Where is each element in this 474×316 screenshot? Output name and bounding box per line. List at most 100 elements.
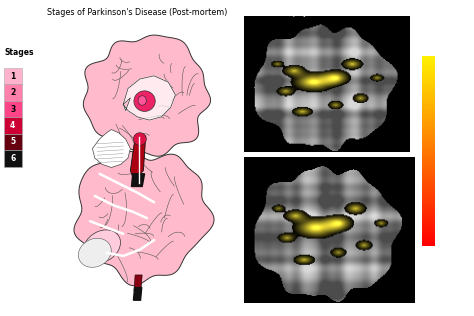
Polygon shape [123, 76, 175, 120]
Bar [4, 101, 22, 117]
Ellipse shape [133, 133, 146, 145]
Bar [422, 227, 435, 230]
Bar [422, 170, 435, 173]
Bar [422, 205, 435, 209]
Bar [422, 208, 435, 211]
Bar [422, 108, 435, 112]
Polygon shape [83, 35, 210, 156]
Bar [4, 150, 22, 167]
Bar [422, 198, 435, 202]
Bar [422, 179, 435, 183]
Bar [422, 89, 435, 92]
Bar [422, 196, 435, 199]
Bar [422, 217, 435, 221]
Bar [422, 203, 435, 206]
Bar [422, 111, 435, 114]
Bar [422, 85, 435, 88]
Bar [422, 151, 435, 154]
Bar [422, 158, 435, 161]
Bar [4, 134, 22, 150]
Bar [422, 82, 435, 85]
Bar [422, 99, 435, 102]
Bar [422, 104, 435, 107]
Text: Stages: Stages [5, 48, 34, 57]
Ellipse shape [134, 91, 155, 112]
Bar [422, 146, 435, 149]
Bar [422, 87, 435, 90]
Polygon shape [134, 275, 142, 291]
Bar [422, 80, 435, 83]
Bar [422, 116, 435, 118]
Polygon shape [130, 136, 146, 180]
Bar [422, 92, 435, 95]
Bar [422, 234, 435, 237]
Polygon shape [134, 288, 142, 300]
Bar [422, 163, 435, 166]
Bar [422, 224, 435, 228]
Bar [422, 68, 435, 71]
Polygon shape [74, 152, 214, 286]
Bar [422, 239, 435, 242]
Bar [422, 236, 435, 240]
Bar [422, 78, 435, 81]
Bar [422, 222, 435, 225]
Ellipse shape [138, 96, 146, 105]
Bar [422, 101, 435, 104]
Bar [422, 201, 435, 204]
Text: Atrophy Network (in vivo): Atrophy Network (in vivo) [275, 8, 379, 17]
Bar [422, 66, 435, 69]
Bar [422, 70, 435, 74]
Bar [422, 139, 435, 142]
Text: 4: 4 [10, 121, 16, 130]
Bar [422, 64, 435, 66]
Bar [422, 118, 435, 121]
Bar [422, 173, 435, 175]
Bar [422, 73, 435, 76]
Bar [422, 194, 435, 197]
Bar [422, 177, 435, 180]
Bar [422, 120, 435, 123]
Bar [422, 135, 435, 137]
Bar [422, 186, 435, 190]
Bar [422, 142, 435, 145]
Bar [422, 154, 435, 156]
Bar [422, 106, 435, 109]
Bar [422, 75, 435, 78]
Bar [422, 58, 435, 62]
Bar [422, 213, 435, 216]
Bar [422, 156, 435, 159]
Bar [422, 232, 435, 234]
Bar [422, 175, 435, 178]
Text: 5: 5 [438, 57, 444, 66]
Polygon shape [92, 130, 130, 167]
Bar [422, 210, 435, 213]
Bar [422, 241, 435, 244]
Bar [422, 184, 435, 187]
Bar [422, 229, 435, 232]
Bar [4, 84, 22, 101]
Bar [422, 191, 435, 194]
Text: 5: 5 [10, 137, 15, 146]
Bar [422, 56, 435, 59]
Bar [422, 149, 435, 152]
Bar [422, 189, 435, 192]
Bar [422, 113, 435, 116]
Bar [422, 132, 435, 135]
Bar [422, 215, 435, 218]
Bar [422, 123, 435, 126]
Bar [422, 137, 435, 140]
Text: 1: 1 [10, 72, 16, 81]
Text: Stages of Parkinson's Disease (Post-mortem): Stages of Parkinson's Disease (Post-mort… [47, 8, 228, 17]
Bar [422, 97, 435, 100]
Bar [422, 243, 435, 246]
Bar [422, 144, 435, 147]
Text: 6: 6 [10, 154, 16, 163]
Bar [422, 168, 435, 171]
Bar [422, 127, 435, 130]
Bar [422, 165, 435, 168]
Bar [422, 94, 435, 97]
Text: 3: 3 [10, 105, 16, 113]
Ellipse shape [78, 238, 111, 267]
Bar [422, 61, 435, 64]
Bar [422, 125, 435, 128]
